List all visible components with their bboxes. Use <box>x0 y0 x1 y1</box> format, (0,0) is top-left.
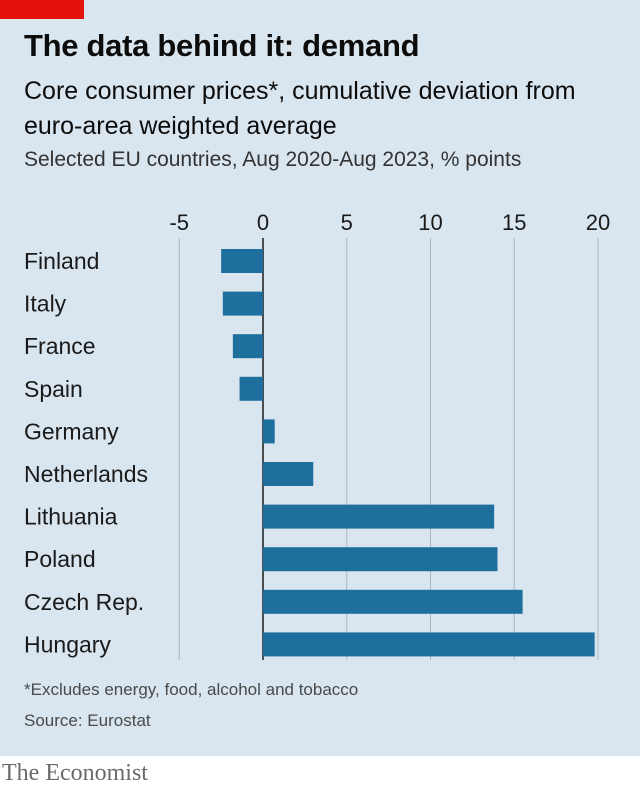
category-label: Finland <box>24 248 99 274</box>
category-label: Netherlands <box>24 461 148 487</box>
brand-red-tag <box>0 0 84 19</box>
bar <box>263 419 275 444</box>
source-note: Source: Eurostat <box>24 711 151 730</box>
bar <box>263 589 523 614</box>
category-label: Italy <box>24 291 67 317</box>
category-label: France <box>24 333 96 359</box>
x-tick-label: 10 <box>418 210 442 235</box>
x-tick-label: 20 <box>586 210 610 235</box>
chart-title: The data behind it: demand <box>24 28 420 63</box>
footnote: *Excludes energy, food, alcohol and toba… <box>24 680 359 699</box>
x-tick-label: 5 <box>341 210 353 235</box>
bar <box>263 547 498 572</box>
chart-description: Selected EU countries, Aug 2020-Aug 2023… <box>24 148 522 171</box>
bar <box>263 632 595 657</box>
bar <box>263 504 495 529</box>
chart-panel: The data behind it: demand Core consumer… <box>0 0 640 756</box>
bar-chart: -5 0 5 10 15 20 Finland Italy France Spain Germany… <box>24 210 610 660</box>
bar <box>263 462 314 486</box>
category-label: Czech Rep. <box>24 589 144 615</box>
bar <box>239 376 263 401</box>
x-tick-label: 0 <box>257 210 269 235</box>
category-label: Hungary <box>24 631 111 657</box>
bar <box>232 334 263 359</box>
economist-logo: The Economist <box>2 760 148 786</box>
chart-subtitle: Core consumer prices*, cumulative deviat… <box>24 77 576 140</box>
x-tick-label: 15 <box>502 210 526 235</box>
category-label: Poland <box>24 546 96 572</box>
category-label: Lithuania <box>24 504 118 530</box>
category-label: Germany <box>24 418 119 444</box>
category-label: Spain <box>24 376 83 402</box>
bar <box>222 291 263 316</box>
x-tick-label: -5 <box>169 210 189 235</box>
bar <box>221 249 263 273</box>
